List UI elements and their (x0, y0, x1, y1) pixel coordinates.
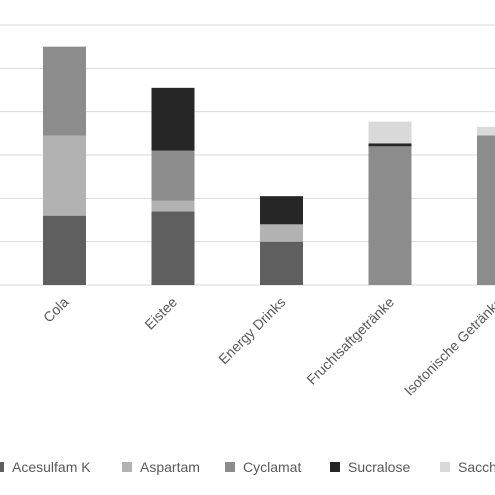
legend-label: Cyclamat (243, 459, 302, 475)
legend-label: Sucralose (348, 459, 411, 475)
legend-label: Aspartam (140, 459, 200, 475)
legend-label: Acesulfam K (12, 459, 91, 475)
legend-swatch (122, 462, 132, 472)
x-tick-label: Fruchtsaftgetränke (303, 294, 397, 388)
bars (43, 46, 495, 285)
bar-segment (43, 215, 86, 285)
bar-segment (260, 224, 303, 242)
bar-segment (43, 46, 86, 136)
x-tick-label: Energy Drinks (215, 294, 288, 367)
x-axis-tick-labels: Cola Eistee Energy Drinks Fruchtsaftgetränk… (40, 294, 495, 399)
bar-segment (368, 146, 412, 285)
bar-segment (151, 211, 195, 285)
legend-swatch (225, 462, 235, 472)
legend-item: Sucralose (330, 455, 410, 479)
legend-swatch (0, 462, 4, 472)
bar-segment (260, 196, 303, 225)
legend-swatch (330, 462, 340, 472)
bar-segment (151, 87, 195, 151)
bar-segment (151, 200, 195, 212)
legend-item: Aspartam (122, 455, 200, 479)
bar-segment (151, 150, 195, 201)
bar-segment (43, 135, 86, 216)
legend-label: Sacch (458, 459, 495, 475)
bar-segment (477, 126, 495, 136)
bar-segment (477, 135, 495, 285)
legend: Acesulfam K Aspartam Cyclamat Sucralose Sacc… (0, 455, 495, 479)
x-tick-label: Eistee (141, 294, 180, 333)
legend-item: Cyclamat (225, 455, 301, 479)
x-tick-label: Cola (40, 294, 72, 326)
legend-item: Acesulfam K (0, 455, 91, 479)
legend-item: Sacch (440, 455, 495, 479)
x-tick-label: Isotonische Getränke (401, 294, 495, 399)
legend-swatch (440, 462, 450, 472)
bar-segment (368, 143, 412, 147)
bar-segment (368, 121, 412, 144)
bar-segment (260, 241, 303, 285)
